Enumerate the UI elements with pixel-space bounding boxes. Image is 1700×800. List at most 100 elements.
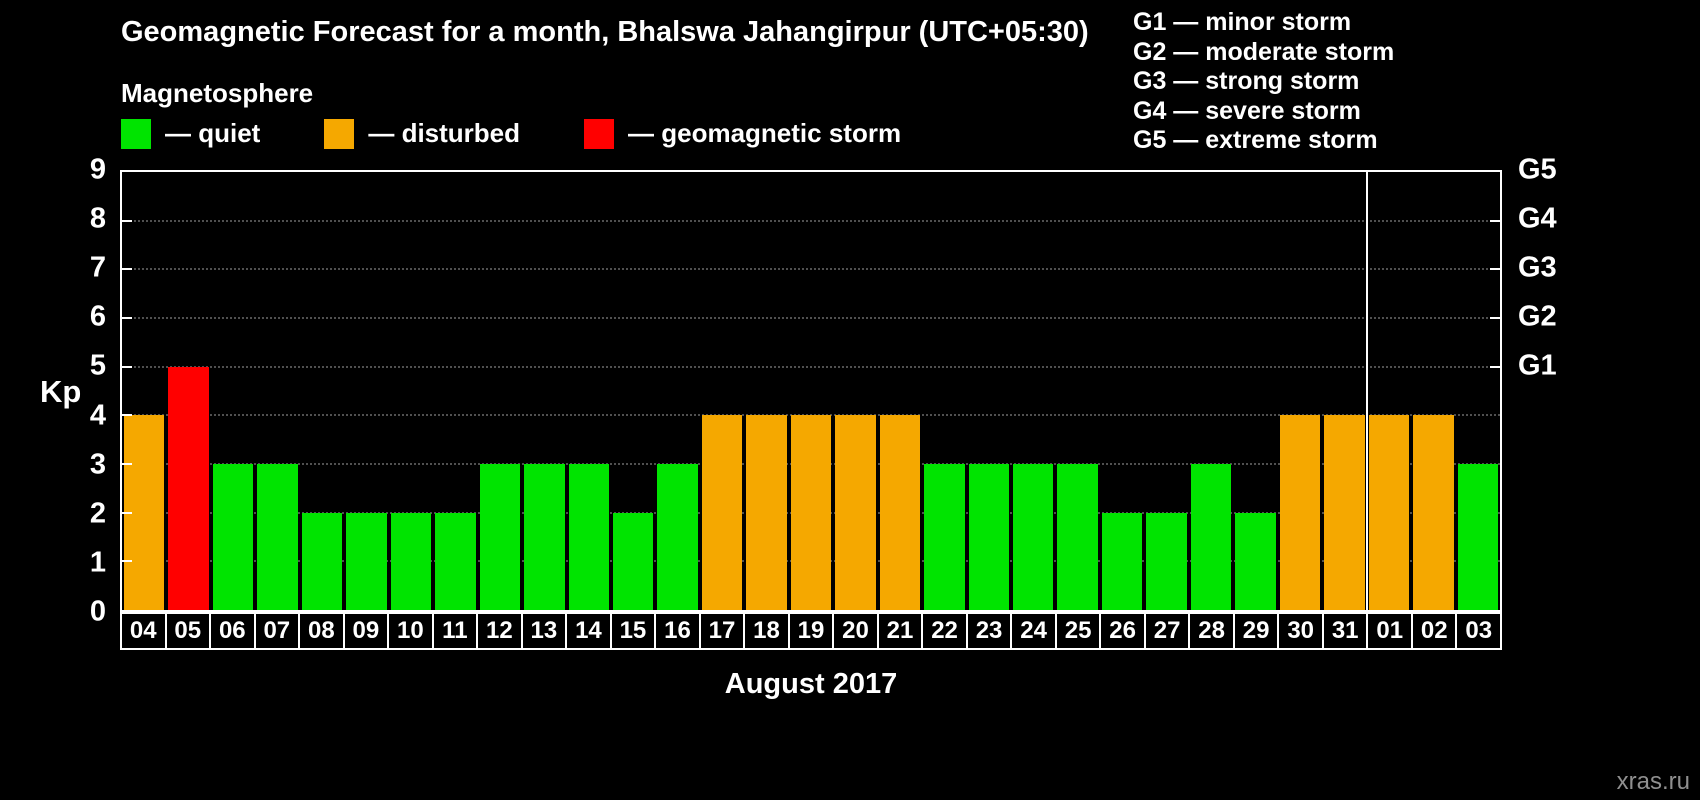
day-label: 26 (1099, 612, 1146, 650)
kp-bar (835, 415, 876, 610)
kp-bar (1057, 464, 1098, 610)
g-scale-legend: G1 — minor storm G2 — moderate storm G3 … (1133, 8, 1394, 156)
kp-bar (390, 512, 432, 610)
day-label: 27 (1143, 612, 1191, 650)
kp-bar (1457, 464, 1498, 610)
day-label: 06 (209, 612, 256, 650)
y-axis-label: 4 (89, 399, 106, 432)
g-scale-line-g3: G3 — strong storm (1133, 67, 1360, 95)
kp-bar (701, 415, 743, 610)
day-label: 08 (298, 612, 345, 650)
day-label: 21 (876, 612, 924, 650)
y-axis-label: 6 (89, 300, 106, 333)
watermark: xras.ru (1616, 768, 1690, 795)
day-label: 01 (1366, 612, 1413, 650)
day-label: 31 (1321, 612, 1369, 650)
legend-item-quiet: — quiet (121, 118, 260, 149)
day-row: 04 05 06 07 08 09 10 11 12 13 14 15 16 17 18 19 20 21 22 23… (120, 612, 1502, 650)
left-axis-tick (122, 268, 132, 271)
y-axis-label: 1 (89, 546, 106, 579)
kp-bar (1190, 464, 1232, 610)
legend: — quiet — disturbed — geomagnetic storm (121, 118, 965, 149)
g-axis-label: G2 (1518, 300, 1557, 333)
left-axis-tick (122, 317, 132, 320)
gridline (122, 268, 1500, 271)
left-axis-tick (122, 511, 132, 514)
day-label: 09 (342, 612, 390, 650)
kp-bar (301, 512, 343, 610)
kp-bar (612, 512, 654, 610)
right-axis-tick (1490, 219, 1500, 222)
legend-item-disturbed: — disturbed (324, 118, 520, 149)
kp-bar (1413, 415, 1454, 610)
kp-bar (790, 415, 832, 610)
g-scale-line-g5: G5 — extreme storm (1133, 126, 1378, 154)
kp-bar (657, 464, 698, 610)
kp-bar (168, 366, 209, 610)
kp-bar (435, 512, 476, 610)
legend-swatch-disturbed (324, 118, 355, 149)
day-label: 25 (1054, 612, 1102, 650)
kp-bar (924, 464, 965, 610)
day-label: 14 (565, 612, 612, 650)
kp-bar (746, 415, 787, 610)
right-axis-tick (1490, 317, 1500, 320)
y-axis-label: 5 (89, 349, 106, 382)
day-label: 16 (654, 612, 701, 650)
left-axis-tick (122, 560, 132, 563)
day-label: 19 (787, 612, 835, 650)
g-axis-label: G1 (1518, 349, 1557, 382)
kp-bar (524, 464, 565, 610)
chart-subtitle: Magnetosphere (121, 78, 314, 108)
kp-bar (1101, 512, 1143, 610)
day-label: 23 (965, 612, 1013, 650)
left-axis-tick (122, 219, 132, 222)
left-axis-tick (122, 463, 132, 466)
day-label: 22 (921, 612, 968, 650)
kp-bar (568, 464, 609, 610)
legend-swatch-quiet (121, 118, 151, 149)
kp-bar (1235, 512, 1276, 610)
day-label: 11 (431, 612, 479, 650)
legend-label-storm: — geomagnetic storm (628, 118, 902, 148)
g-axis-label: G4 (1518, 202, 1557, 235)
y-axis-label: 8 (89, 202, 106, 235)
plot-area (120, 170, 1502, 612)
day-label: 10 (387, 612, 434, 650)
kp-bar (1279, 415, 1321, 610)
y-axis-label: 0 (89, 595, 106, 628)
kp-bar (212, 464, 254, 610)
day-label: 18 (743, 612, 790, 650)
left-axis-tick (122, 414, 132, 417)
day-label: 28 (1188, 612, 1235, 650)
x-axis-title: August 2017 (724, 668, 898, 700)
kp-bar (879, 415, 921, 610)
y-axis-label: 2 (89, 497, 106, 530)
gridline (122, 219, 1500, 222)
kp-bar (968, 464, 1010, 610)
legend-label-disturbed: — disturbed (368, 118, 521, 148)
g-scale-line-g4: G4 — severe storm (1133, 96, 1361, 125)
kp-bar (1368, 415, 1410, 610)
kp-bar (479, 464, 521, 610)
gridline (122, 365, 1500, 368)
day-label: 13 (520, 612, 568, 650)
day-label: 03 (1455, 612, 1502, 650)
legend-item-storm: — geomagnetic storm (584, 118, 901, 149)
left-axis-tick (122, 365, 132, 368)
kp-bar (346, 512, 387, 610)
day-label: 30 (1277, 612, 1324, 650)
day-label: 05 (164, 612, 212, 650)
g-axis-label: G3 (1518, 251, 1557, 284)
day-label: 04 (120, 612, 167, 650)
page-title: Geomagnetic Forecast for a month, Bhalsw… (121, 16, 1089, 48)
chart-region: 0 1 2 3 4 5 6 7 8 9 G1 G2 G3 G4 G5 (90, 155, 1557, 626)
day-label: 29 (1232, 612, 1280, 650)
day-label: 12 (476, 612, 523, 650)
g-scale-line-g2: G2 — moderate storm (1133, 37, 1395, 66)
right-axis-tick (1490, 268, 1500, 271)
g-scale-line-g1: G1 — minor storm (1133, 8, 1352, 36)
day-label: 17 (698, 612, 746, 650)
month-boundary-line (1365, 172, 1368, 610)
